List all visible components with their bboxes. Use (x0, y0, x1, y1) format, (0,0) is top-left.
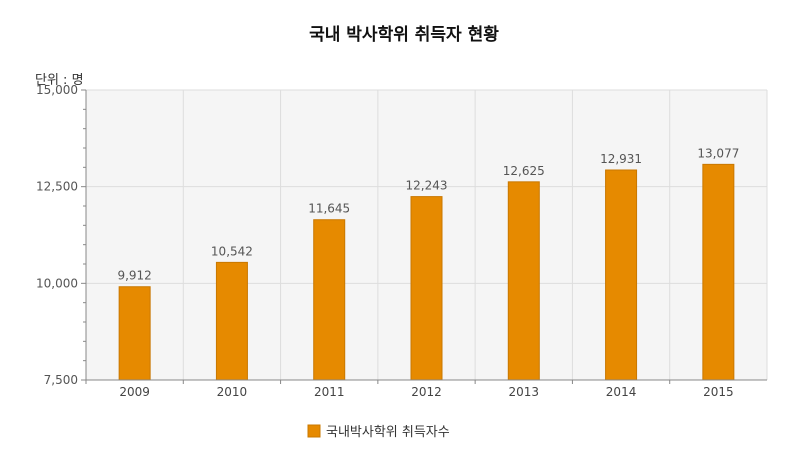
x-tick-label-2011: 2011 (314, 385, 345, 399)
x-tick-label-2009: 2009 (119, 385, 150, 399)
bars (118, 163, 735, 381)
data-label-2009: 9,912 (117, 269, 151, 283)
bar-2009 (118, 286, 151, 381)
bar-2015 (702, 163, 735, 381)
data-label-2015: 13,077 (697, 146, 739, 160)
bar-2013 (507, 181, 540, 381)
x-tick-label-2015: 2015 (703, 385, 734, 399)
y-axis-ticks: 7,500 10,000 12,500 15,000 (36, 83, 86, 387)
data-labels: 9,912 10,542 11,645 12,243 12,625 12,931 13,07… (117, 146, 739, 282)
legend-swatch (307, 424, 321, 438)
chart-title: 국내 박사학위 취득자 현황 (309, 24, 499, 45)
legend: 국내박사학위 취득자수 (307, 424, 450, 440)
x-tick-label-2010: 2010 (217, 385, 248, 399)
y-tick-label: 12,500 (36, 180, 78, 194)
x-axis-ticks: 2009 2010 2011 2012 2013 2014 2015 (85, 380, 734, 399)
bar-2012 (410, 196, 443, 381)
data-label-2011: 11,645 (308, 202, 350, 216)
bar-2010 (215, 261, 248, 381)
data-label-2010: 10,542 (211, 244, 253, 258)
data-label-2013: 12,625 (503, 164, 545, 178)
data-label-2012: 12,243 (406, 179, 448, 193)
y-tick-label: 10,000 (36, 276, 78, 290)
legend-label: 국내박사학위 취득자수 (326, 425, 450, 440)
y-tick-label: 15,000 (36, 83, 78, 97)
bar-2014 (605, 169, 638, 381)
bar-2011 (313, 219, 346, 381)
x-tick-label-2014: 2014 (606, 385, 637, 399)
y-tick-label: 7,500 (44, 373, 78, 387)
x-tick-label-2012: 2012 (411, 385, 442, 399)
unit-label: 단위 : 명 (35, 73, 84, 88)
x-tick-label-2013: 2013 (509, 385, 540, 399)
axes (85, 90, 767, 381)
data-label-2014: 12,931 (600, 152, 642, 166)
